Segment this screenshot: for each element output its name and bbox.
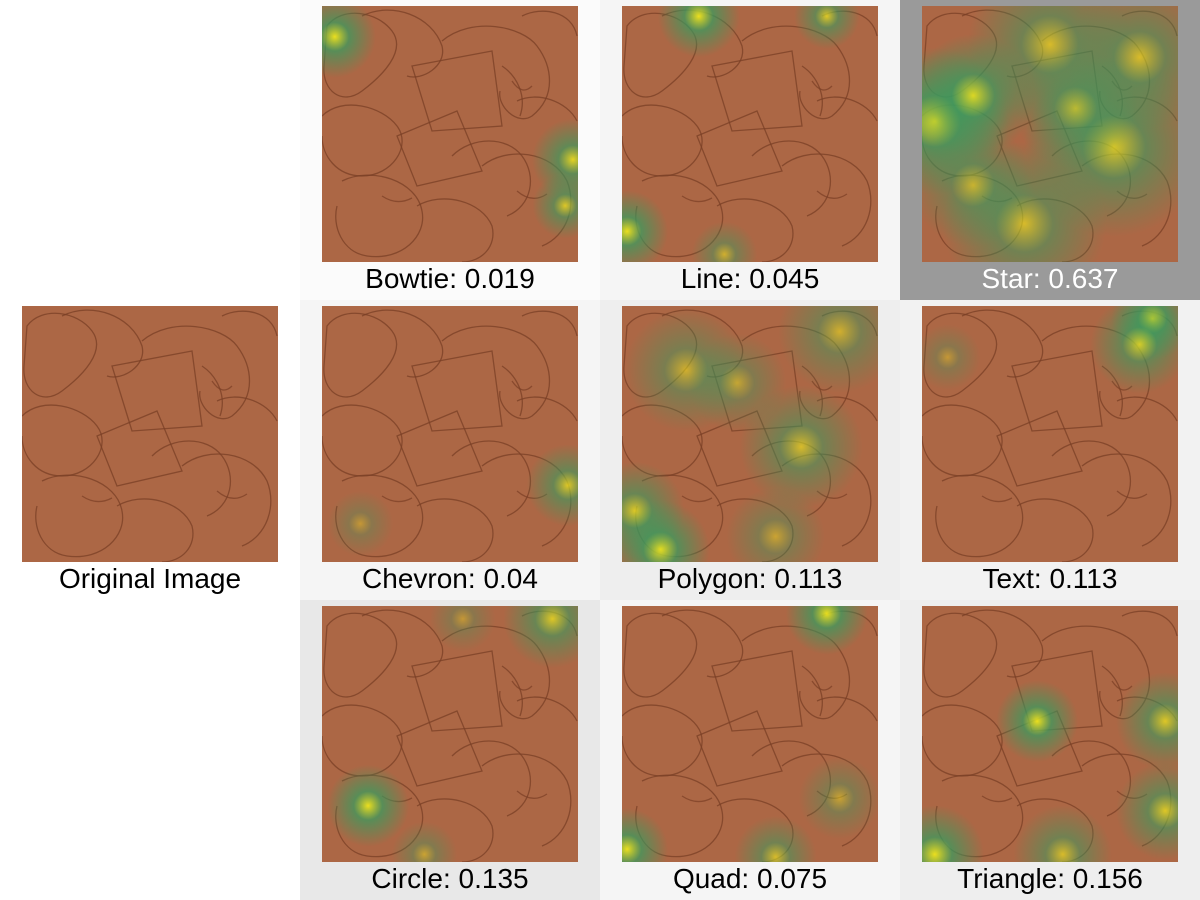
panel-chevron: Chevron: 0.04 — [300, 300, 600, 600]
heat-blob — [1090, 306, 1178, 394]
heat-blob — [726, 487, 825, 562]
panel-polygon: Polygon: 0.113 — [600, 300, 900, 600]
heat-blob — [734, 815, 817, 862]
heat-blob — [503, 606, 578, 668]
bowtie-caption: Bowtie: 0.019 — [365, 263, 535, 294]
original-image — [22, 306, 278, 562]
heat-blob — [532, 172, 578, 239]
panel-quad: Quad: 0.075 — [600, 600, 900, 900]
text-caption: Text: 0.113 — [982, 563, 1118, 594]
heat-blob — [1014, 46, 1138, 170]
chevron-heatmap — [322, 306, 578, 562]
circle-heatmap — [322, 606, 578, 862]
panel-line: Line: 0.045 — [600, 0, 900, 300]
original-cell: Original Image — [0, 300, 300, 600]
triangle-caption: Triangle: 0.156 — [957, 863, 1143, 894]
heat-blob — [622, 808, 669, 862]
line-caption: Line: 0.045 — [680, 263, 820, 294]
heat-blob — [794, 6, 860, 49]
heat-blob — [1116, 672, 1178, 771]
panel-bowtie: Bowtie: 0.019 — [300, 0, 600, 300]
heat-blob — [785, 606, 868, 655]
heat-blob — [798, 757, 878, 839]
original-caption: Original Image — [58, 563, 242, 594]
text-heatmap — [922, 306, 1178, 562]
circle-caption: Circle: 0.135 — [371, 863, 529, 894]
heat-blob — [1116, 761, 1178, 860]
chevron-caption: Chevron: 0.04 — [362, 563, 538, 594]
heat-blob — [322, 6, 376, 78]
star-caption: Star: 0.637 — [981, 263, 1119, 294]
quad-heatmap — [622, 606, 878, 862]
heat-blob — [922, 123, 1035, 247]
heat-blob — [526, 444, 578, 527]
triangle-heatmap — [922, 606, 1178, 862]
heat-blob — [622, 190, 669, 262]
heat-blob — [688, 333, 787, 432]
panel-triangle: Triangle: 0.156 — [900, 600, 1200, 900]
panel-circle: Circle: 0.135 — [300, 600, 600, 900]
heat-blob — [657, 6, 740, 58]
line-heatmap — [622, 6, 878, 262]
heat-blob — [922, 805, 984, 862]
panel-star: Star: 0.637 — [900, 0, 1200, 300]
heat-blob — [922, 324, 981, 390]
heat-blob — [622, 461, 684, 560]
heat-blob — [778, 306, 878, 394]
bowtie-heatmap — [322, 6, 578, 262]
panel-text: Text: 0.113 — [900, 300, 1200, 600]
heat-blob — [391, 821, 458, 862]
quad-caption: Quad: 0.075 — [672, 863, 828, 894]
heat-blob — [327, 764, 410, 847]
heat-blob — [1013, 805, 1112, 862]
heat-blob — [996, 680, 1079, 763]
heat-blob — [327, 490, 394, 557]
heat-blob — [430, 606, 496, 652]
star-heatmap — [922, 6, 1178, 262]
heat-blob — [691, 221, 758, 262]
polygon-heatmap — [622, 306, 878, 562]
polygon-caption: Polygon: 0.113 — [657, 563, 843, 594]
